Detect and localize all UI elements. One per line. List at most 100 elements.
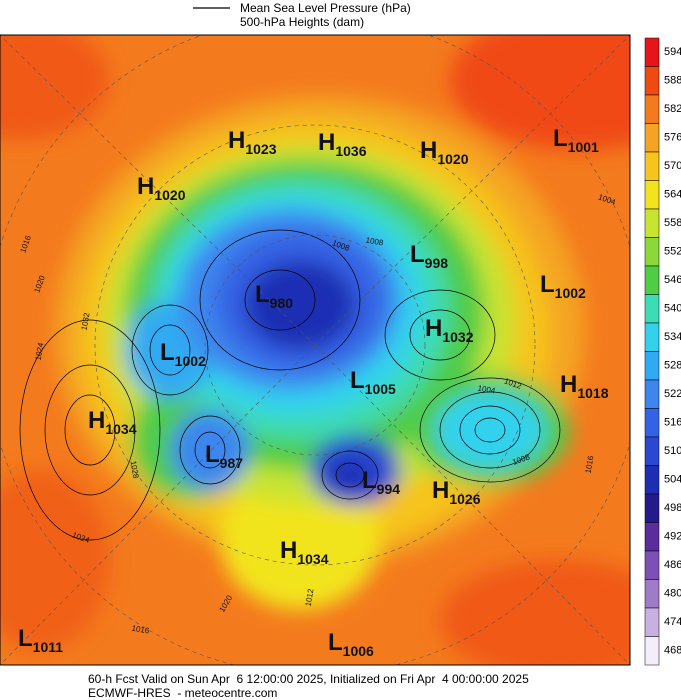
contour-label: 1028 [128,460,140,480]
pressure-center: H1026 [432,477,481,507]
colorbar-label: 558 [664,217,681,229]
contour-label: 1016 [584,454,596,474]
center-type: L [18,625,33,652]
colorbar-swatch [644,636,660,666]
colorbar-label: 570 [664,160,681,172]
colorbar-label: 576 [664,132,681,144]
center-type: L [410,241,425,268]
center-type: H [318,129,335,156]
center-type: L [160,339,175,366]
colorbar-label: 510 [664,445,681,457]
colorbar-swatch [644,579,660,609]
center-value: 987 [220,455,244,471]
center-type: H [425,315,442,342]
pressure-center: H1034 [88,407,137,437]
center-value: 1036 [335,143,366,159]
colorbar-label: 552 [664,246,681,258]
center-value: 1023 [245,141,276,157]
colorbar-label: 534 [664,331,681,343]
footer-valid: 60-h Fcst Valid on Sun Apr 6 12:00:00 20… [88,672,529,686]
colorbar-label: 492 [664,531,681,543]
colorbar-label: 480 [664,588,681,600]
pressure-center: L998 [410,241,448,271]
center-type: L [328,629,343,656]
colorbar-swatch [644,123,660,153]
colorbar-swatch [644,351,660,381]
colorbar-swatch [644,151,660,181]
pressure-center: L994 [362,467,400,497]
center-value: 994 [377,481,401,497]
colorbar-label: 522 [664,388,681,400]
pressure-center: L1006 [328,629,374,659]
colorbar-swatch [644,37,660,67]
center-type: L [553,125,568,152]
colorbar-label: 504 [664,474,681,486]
center-type: L [205,441,220,468]
colorbar-swatch [644,237,660,267]
center-type: L [540,271,555,298]
center-type: H [432,477,449,504]
colorbar-swatch [644,436,660,466]
center-type: H [88,407,105,434]
contour-label: 1008 [365,236,385,248]
pressure-center: H1034 [280,537,329,567]
center-value: 1006 [343,643,374,659]
colorbar-swatch [644,522,660,552]
contour-label: 1032 [80,311,92,331]
contour-label: 1004 [477,384,497,396]
center-type: H [420,137,437,164]
colorbar-swatch [644,265,660,295]
pressure-center: L987 [205,441,243,471]
legend-heights: 500-hPa Heights (dam) [240,15,364,29]
pressure-center: H1032 [425,315,474,345]
pressure-center: H1036 [318,129,367,159]
colorbar-swatch [644,379,660,409]
colorbar-label: 564 [664,189,681,201]
center-value: 998 [425,255,449,271]
colorbar-label: 474 [664,616,681,628]
legend-pressure: Mean Sea Level Pressure (hPa) [240,1,411,15]
center-value: 1034 [297,551,328,567]
colorbar-label: 588 [664,75,681,87]
center-value: 1034 [105,421,136,437]
colorbar-swatch [644,408,660,438]
colorbar-swatch [644,180,660,210]
contour-label: 1024 [34,341,46,361]
center-value: 1002 [555,285,586,301]
pressure-center: L1005 [350,367,396,397]
colorbar-label: 486 [664,559,681,571]
center-value: 1001 [568,139,599,155]
colorbar-label: 528 [664,360,681,372]
colorbar-label: 546 [664,274,681,286]
center-type: H [560,371,577,398]
center-value: 1020 [154,187,185,203]
colorbar-swatch [644,550,660,580]
contour-label: 1016 [131,624,151,636]
pressure-center: L980 [255,281,293,311]
center-value: 1018 [577,385,608,401]
pressure-center: L1001 [553,125,599,155]
footer-source: ECMWF-HRES - meteocentre.com [88,686,277,700]
colorbar-swatch [644,208,660,238]
colorbar-swatch [644,465,660,495]
colorbar-swatch [644,94,660,124]
colorbar-label: 594 [664,46,681,58]
center-value: 1002 [175,353,206,369]
colorbar-swatch [644,294,660,324]
colorbar-swatch [644,493,660,523]
pressure-center: H1020 [420,137,469,167]
colorbar-swatch [644,66,660,96]
pressure-center: L1002 [540,271,586,301]
colorbar-label: 516 [664,417,681,429]
colorbar-label: 540 [664,303,681,315]
center-type: H [280,537,297,564]
pressure-center: H1020 [137,173,186,203]
pressure-centers: H1023 H1036 H1020L1001H1020L998L1002L980H1… [18,125,609,659]
center-value: 1005 [365,381,396,397]
center-type: L [255,281,270,308]
center-value: 1032 [442,329,473,345]
map [0,35,630,665]
